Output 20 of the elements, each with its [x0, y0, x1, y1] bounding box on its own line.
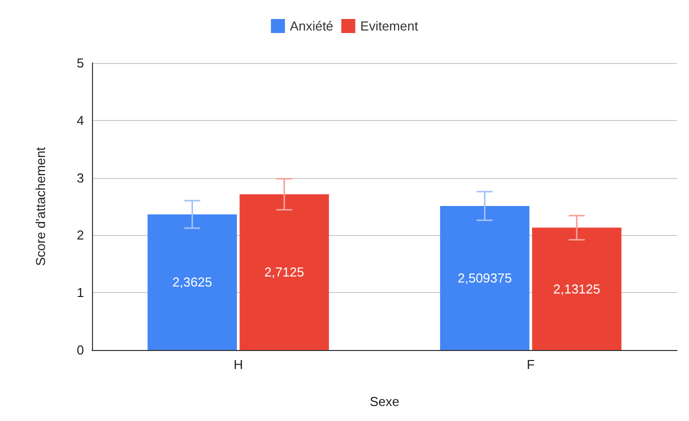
data-label: 2,3625	[172, 274, 212, 290]
y-tick-label: 0	[76, 342, 84, 358]
bar	[148, 214, 237, 350]
bar	[532, 228, 622, 350]
y-tick-label: 4	[76, 112, 84, 128]
data-label: 2,509375	[458, 270, 512, 286]
y-tick-label: 2	[76, 228, 84, 243]
legend-label: Evitement	[360, 18, 418, 34]
y-axis-title: Score d'attachement	[33, 146, 48, 266]
bar	[440, 206, 530, 350]
bar	[240, 194, 329, 350]
y-tick-label: 1	[76, 285, 84, 300]
y-tick-label: 5	[76, 56, 84, 70]
y-tick-label: 3	[76, 170, 84, 186]
legend-label: Anxiété	[290, 18, 334, 34]
x-tick-label: H	[234, 357, 243, 372]
x-tick-label: F	[526, 357, 535, 372]
data-label: 2,13125	[553, 281, 600, 296]
x-axis-title: Sexe	[370, 394, 400, 409]
data-label: 2,7125	[264, 264, 304, 280]
